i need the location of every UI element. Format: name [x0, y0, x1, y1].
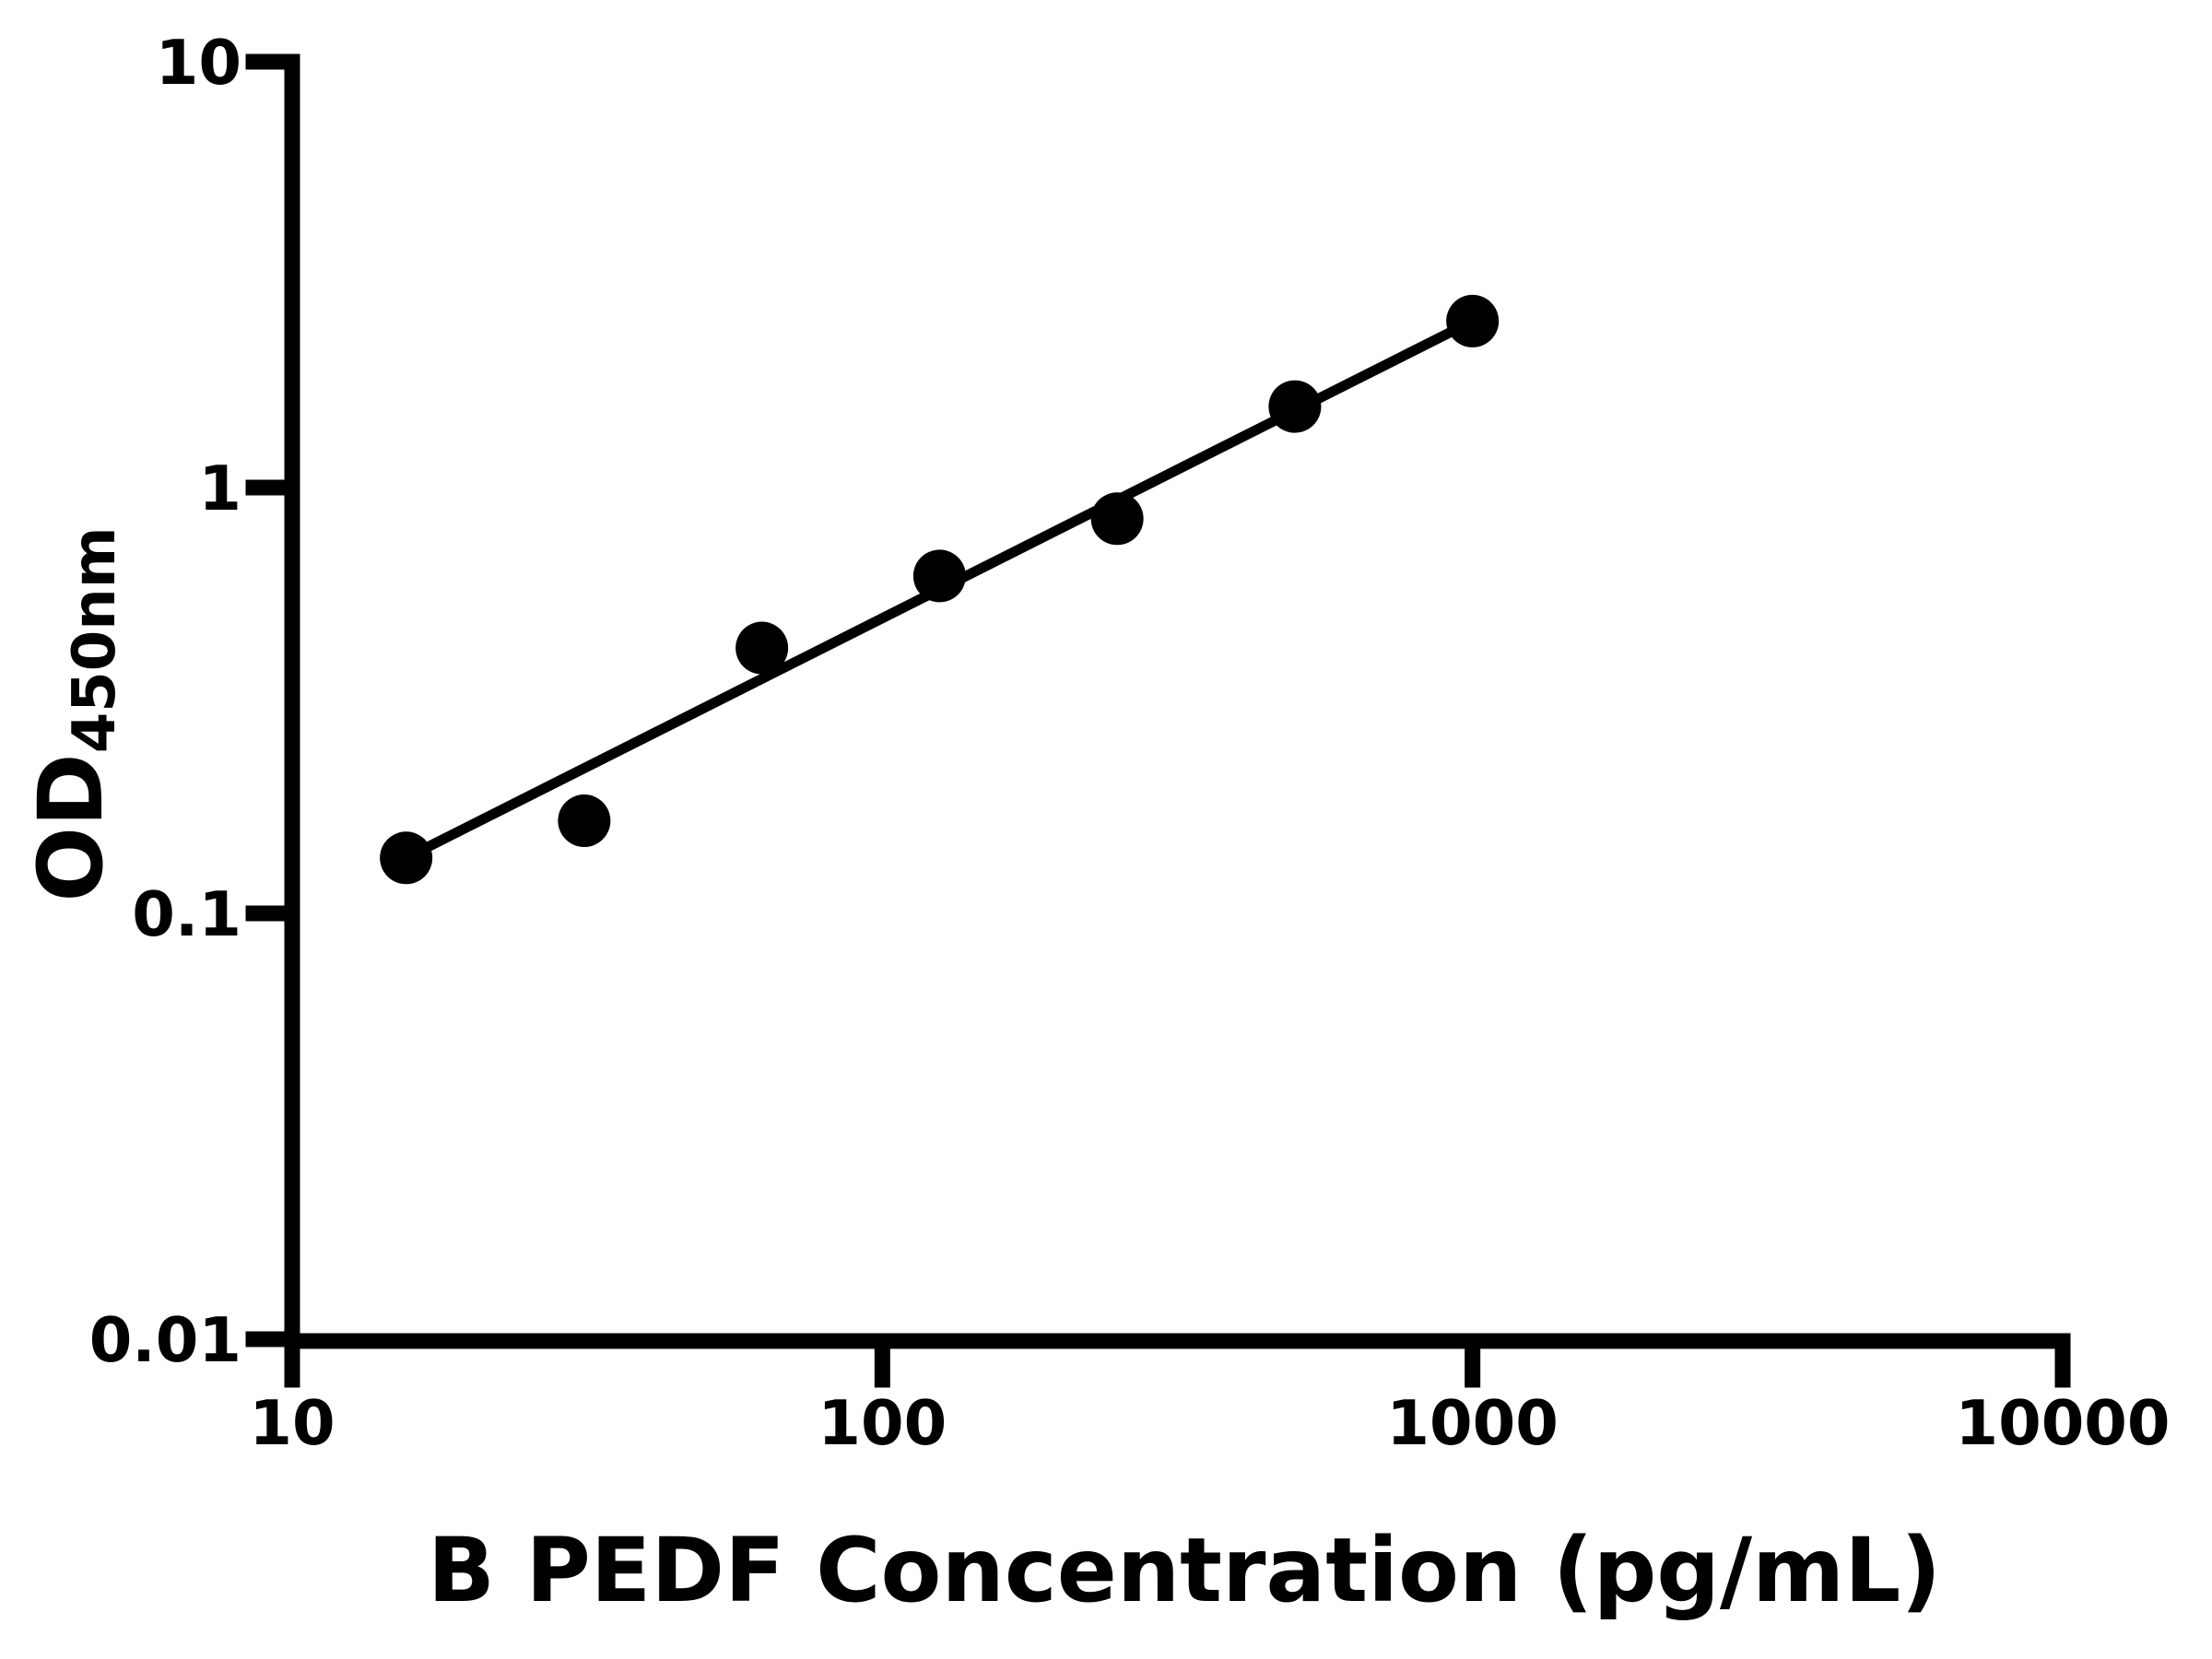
plot-area: 10 100 1000 10000 10 1 0.1 0.01 [89, 27, 2171, 1459]
y-axis-title-sub: 450nm [61, 526, 129, 753]
x-tick-label: 100 [818, 1387, 947, 1459]
x-tick-label: 10000 [1955, 1387, 2170, 1459]
y-tick-label: 10 [156, 27, 241, 99]
x-tick-label: 10 [249, 1387, 335, 1459]
y-tick-label: 1 [198, 453, 241, 524]
data-point [558, 794, 611, 848]
x-tick-label: 1000 [1386, 1387, 1558, 1459]
y-tick-label: 0.1 [132, 878, 241, 950]
data-point [380, 831, 433, 885]
y-axis-title-main: OD [19, 753, 123, 901]
x-axis-title: B PEDF Concentration (pg/mL) [428, 1519, 1941, 1622]
y-axis-title: OD450nm [19, 526, 129, 901]
data-point [912, 549, 966, 603]
y-tick-label: 0.01 [89, 1304, 241, 1376]
data-point [1090, 492, 1144, 546]
data-point [1268, 380, 1322, 433]
data-point [735, 621, 789, 675]
data-point [1446, 294, 1500, 347]
